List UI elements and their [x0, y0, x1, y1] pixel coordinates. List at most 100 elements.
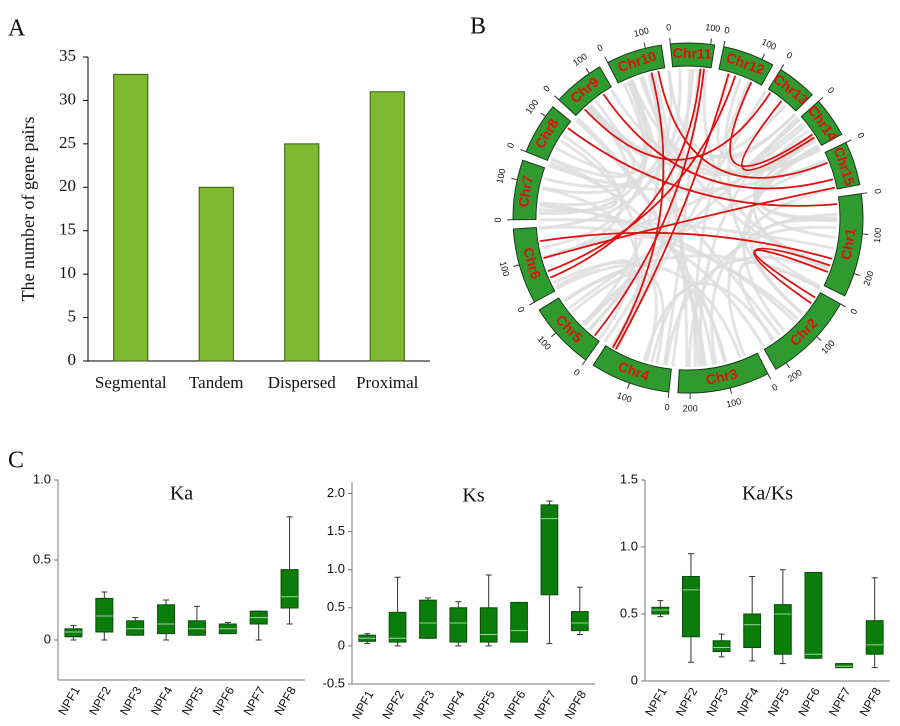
x-tick-label: Proximal	[356, 373, 419, 392]
background-link	[688, 225, 837, 368]
chromosome-tick	[853, 272, 860, 276]
background-link	[541, 81, 647, 250]
chromosome-tick-label: 100	[498, 260, 512, 277]
x-tick-label: NPF4	[440, 688, 468, 722]
link	[567, 127, 838, 207]
chromosome-tick	[780, 64, 785, 70]
chromosome-tick-label: 0	[848, 307, 859, 316]
bar	[198, 186, 234, 362]
chromosome-tick	[669, 37, 671, 44]
chromosome-tick	[840, 303, 846, 308]
chromosome-tick-label: 100	[571, 51, 589, 68]
x-tick-label: NPF8	[857, 685, 885, 719]
y-tick-label: 10	[59, 263, 76, 282]
chromosome-tick	[585, 68, 590, 74]
chromosome-tick	[816, 336, 822, 341]
chromosome	[767, 68, 813, 112]
y-axis-label: The number of gene pairs	[18, 117, 38, 302]
chromosome	[606, 44, 666, 84]
chromosome-tick	[604, 56, 609, 63]
y-tick-label: 0.5	[620, 605, 638, 620]
y-tick-label: 1.0	[620, 538, 638, 553]
box	[449, 607, 468, 643]
box	[651, 606, 670, 615]
background-link	[571, 271, 645, 350]
chromosome-tick-label: 100	[705, 22, 721, 34]
background-link	[747, 144, 819, 315]
chart-title: Ka/Ks	[742, 483, 793, 505]
chromosome-tick-label: 0	[825, 85, 836, 95]
x-tick-label: NPF4	[734, 685, 762, 719]
background-link	[641, 72, 671, 148]
chromosome	[669, 42, 716, 69]
chromosome-tick	[729, 387, 733, 394]
x-tick-label: NPF6	[501, 688, 529, 722]
chromosome-tick-label: 100	[536, 334, 553, 352]
box	[126, 620, 145, 636]
link	[602, 93, 834, 190]
x-tick-label: NPF1	[55, 684, 83, 718]
box	[570, 611, 589, 632]
chromosome-tick	[710, 38, 712, 45]
chromosome	[525, 106, 572, 162]
chromosome-tick	[761, 53, 765, 60]
x-tick-label: NPF6	[210, 684, 238, 718]
box	[835, 663, 853, 669]
chromosome	[592, 345, 672, 393]
link	[614, 73, 730, 350]
box	[712, 640, 731, 653]
chromosome-tick	[554, 95, 560, 101]
chromosome-label: Chr1	[838, 227, 859, 261]
chromosome-label: Chr7	[515, 174, 536, 208]
background-link	[538, 218, 835, 250]
box	[479, 607, 498, 643]
chromosome-tick-label: 0	[541, 83, 552, 93]
x-tick-label: NPF8	[562, 688, 590, 722]
x-tick-label: NPF5	[179, 684, 207, 718]
x-tick-label: NPF1	[642, 685, 670, 719]
chromosome	[800, 100, 843, 147]
y-tick-label: 1.5	[327, 523, 345, 538]
chromosome	[824, 141, 861, 190]
background-link	[543, 69, 695, 189]
panel-label: B	[470, 14, 486, 40]
background-link	[550, 157, 728, 363]
y-tick-label: 0	[631, 672, 638, 687]
chromosome-tick	[845, 139, 852, 143]
chromosome-tick	[627, 382, 630, 389]
chromosome	[718, 46, 774, 86]
link	[550, 68, 702, 279]
y-tick-label: 0.5	[327, 599, 345, 614]
link	[583, 92, 772, 161]
chromosome-tick-label: 0	[855, 131, 866, 140]
box	[865, 620, 884, 655]
bar	[284, 143, 320, 362]
box	[388, 611, 407, 643]
box	[682, 575, 700, 638]
chromosome	[677, 352, 769, 394]
chromosome-tick-label: 200	[786, 367, 804, 384]
chromosome-tick	[520, 148, 527, 153]
box	[157, 604, 176, 635]
background-link	[738, 261, 821, 342]
y-tick-label: 30	[59, 89, 76, 108]
background-link	[553, 261, 658, 362]
background-link	[539, 69, 682, 230]
y-tick-label: 35	[59, 46, 76, 65]
y-tick-label: 5	[68, 306, 77, 325]
y-tick-label: 20	[59, 176, 76, 195]
x-tick-label: NPF2	[673, 685, 701, 719]
y-tick-label: 25	[59, 133, 76, 152]
y-tick-label: 2.0	[327, 485, 345, 500]
chromosome-tick	[540, 112, 546, 117]
chromosome-tick	[511, 177, 518, 181]
link	[539, 231, 833, 260]
chromosome-tick	[529, 301, 535, 306]
x-tick-label: Tandem	[189, 373, 244, 392]
box	[773, 604, 792, 655]
chromosome-tick	[767, 373, 772, 380]
x-tick-label: NPF6	[795, 685, 823, 719]
chromosome-tick-label: 100	[495, 168, 508, 185]
box	[510, 601, 528, 643]
